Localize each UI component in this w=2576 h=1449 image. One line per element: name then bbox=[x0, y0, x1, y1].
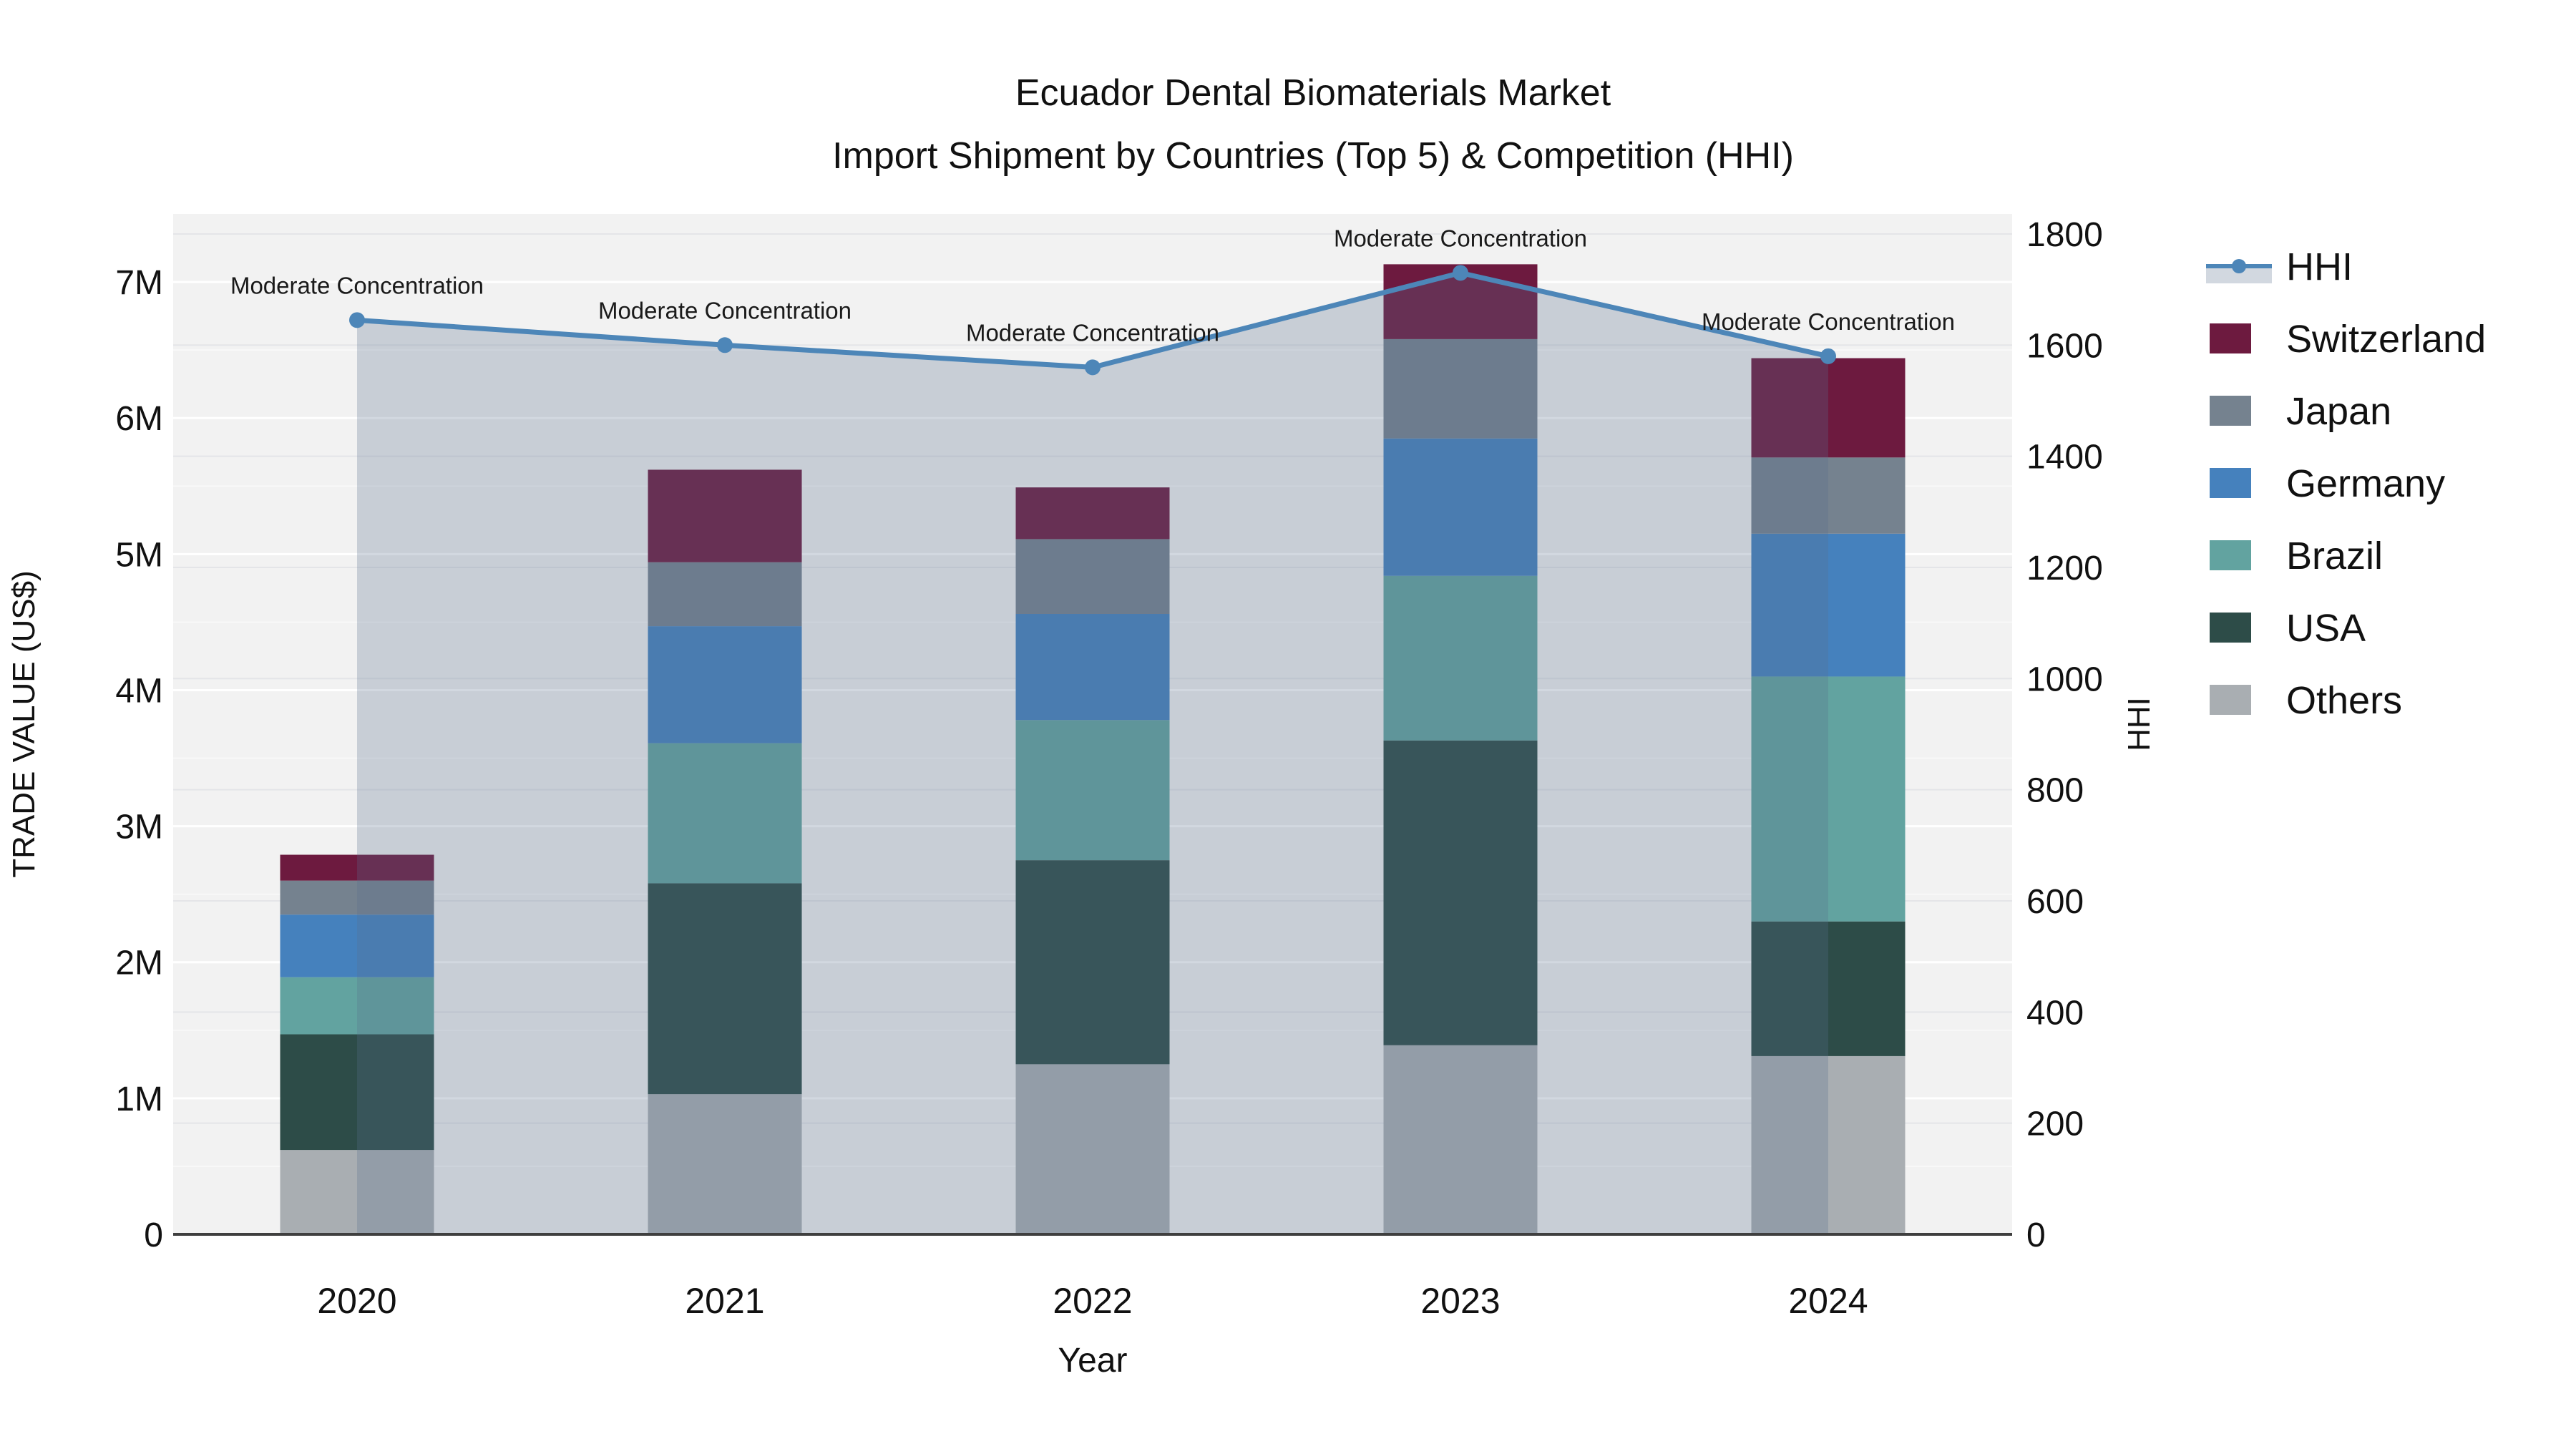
y-right-tick-200: 200 bbox=[2026, 1106, 2084, 1143]
y-left-tick-1M: 1M bbox=[115, 1080, 163, 1118]
legend-swatch-others bbox=[2210, 685, 2251, 715]
annotation-2021: Moderate Concentration bbox=[598, 297, 852, 323]
bar-segment-germany-2024[interactable] bbox=[1751, 533, 1906, 677]
legend-hhi-marker bbox=[2232, 259, 2246, 273]
bar-segment-germany-2023[interactable] bbox=[1383, 438, 1538, 576]
hhi-marker-2020[interactable] bbox=[349, 312, 365, 328]
x-tick-2023: 2023 bbox=[1420, 1281, 1500, 1321]
legend-swatch-brazil bbox=[2210, 540, 2251, 570]
bar-segment-japan-2023[interactable] bbox=[1383, 338, 1538, 439]
bar-segment-japan-2021[interactable] bbox=[648, 562, 802, 627]
y-left-tick-7M: 7M bbox=[115, 264, 163, 302]
y-axis-right-ticks: 0 200 400 600 800 1000 1200 1400 1600 1800 bbox=[2026, 216, 2103, 1254]
annotations: Moderate Concentration Moderate Concentra… bbox=[230, 225, 1955, 346]
y-right-tick-1800: 1800 bbox=[2026, 216, 2103, 254]
bar-segment-switzerland-2024[interactable] bbox=[1751, 358, 1906, 458]
x-axis-title: Year bbox=[1058, 1342, 1128, 1380]
hhi-markers bbox=[349, 265, 1836, 376]
x-tick-2022: 2022 bbox=[1053, 1281, 1132, 1321]
bar-segment-brazil-2024[interactable] bbox=[1751, 676, 1906, 922]
chart-title-line2: Import Shipment by Countries (Top 5) & C… bbox=[832, 135, 1794, 177]
annotation-2024: Moderate Concentration bbox=[1702, 308, 1955, 335]
y-axis-left-title: TRADE VALUE (US$) bbox=[6, 570, 42, 878]
x-tick-2020: 2020 bbox=[317, 1281, 396, 1321]
legend-label-germany: Germany bbox=[2286, 462, 2445, 505]
y-left-tick-3M: 3M bbox=[115, 809, 163, 847]
annotation-2022: Moderate Concentration bbox=[966, 319, 1219, 346]
y-left-tick-0: 0 bbox=[144, 1216, 163, 1254]
bar-segment-japan-2020[interactable] bbox=[280, 880, 434, 915]
legend: HHI Switzerland Japan Germany Brazil USA Other… bbox=[2206, 245, 2486, 722]
bar-segment-others-2020[interactable] bbox=[280, 1150, 434, 1234]
bar-segment-germany-2022[interactable] bbox=[1015, 613, 1170, 721]
bar-segment-brazil-2023[interactable] bbox=[1383, 575, 1538, 741]
x-axis-ticks: 2020 2021 2022 2023 2024 bbox=[317, 1281, 1868, 1321]
bar-segment-brazil-2021[interactable] bbox=[648, 743, 802, 884]
bar-segment-switzerland-2021[interactable] bbox=[648, 469, 802, 562]
bar-segment-usa-2021[interactable] bbox=[648, 883, 802, 1095]
bar-segment-brazil-2022[interactable] bbox=[1015, 720, 1170, 861]
legend-item-brazil[interactable]: Brazil bbox=[2210, 535, 2383, 577]
legend-swatch-germany bbox=[2210, 468, 2251, 498]
x-tick-2024: 2024 bbox=[1788, 1281, 1868, 1321]
y-left-tick-4M: 4M bbox=[115, 672, 163, 710]
y-left-tick-5M: 5M bbox=[115, 536, 163, 574]
legend-item-switzerland[interactable]: Switzerland bbox=[2210, 318, 2486, 361]
legend-item-japan[interactable]: Japan bbox=[2210, 390, 2391, 433]
bar-segment-others-2023[interactable] bbox=[1383, 1045, 1538, 1234]
y-right-tick-800: 800 bbox=[2026, 772, 2084, 810]
hhi-marker-2024[interactable] bbox=[1820, 348, 1836, 364]
y-right-tick-1000: 1000 bbox=[2026, 660, 2103, 698]
hhi-marker-2023[interactable] bbox=[1453, 265, 1468, 281]
bar-segment-japan-2022[interactable] bbox=[1015, 539, 1170, 614]
bar-segment-usa-2020[interactable] bbox=[280, 1034, 434, 1151]
x-tick-2021: 2021 bbox=[685, 1281, 764, 1321]
legend-label-switzerland: Switzerland bbox=[2286, 318, 2486, 361]
bar-segment-others-2022[interactable] bbox=[1015, 1064, 1170, 1234]
y-right-tick-1200: 1200 bbox=[2026, 550, 2103, 587]
bar-segment-japan-2024[interactable] bbox=[1751, 457, 1906, 534]
legend-swatch-japan bbox=[2210, 396, 2251, 426]
legend-item-hhi[interactable]: HHI bbox=[2206, 245, 2353, 288]
legend-item-others[interactable]: Others bbox=[2210, 679, 2402, 722]
annotation-2020: Moderate Concentration bbox=[230, 272, 484, 298]
bar-segment-usa-2023[interactable] bbox=[1383, 740, 1538, 1045]
hhi-marker-2021[interactable] bbox=[717, 337, 733, 353]
hhi-marker-2022[interactable] bbox=[1085, 359, 1101, 376]
bar-series bbox=[280, 264, 1906, 1234]
bar-segment-switzerland-2020[interactable] bbox=[280, 854, 434, 881]
legend-swatch-usa bbox=[2210, 613, 2251, 643]
legend-label-usa: USA bbox=[2286, 607, 2366, 650]
legend-label-japan: Japan bbox=[2286, 390, 2391, 433]
y-axis-right-title: HHI bbox=[2122, 697, 2157, 751]
annotation-2023: Moderate Concentration bbox=[1334, 225, 1587, 251]
legend-label-others: Others bbox=[2286, 679, 2402, 722]
bar-segment-others-2021[interactable] bbox=[648, 1094, 802, 1234]
y-right-tick-1400: 1400 bbox=[2026, 439, 2103, 477]
y-right-tick-600: 600 bbox=[2026, 883, 2084, 921]
y-right-tick-1600: 1600 bbox=[2026, 327, 2103, 365]
legend-label-brazil: Brazil bbox=[2286, 535, 2383, 577]
bar-segment-germany-2021[interactable] bbox=[648, 626, 802, 743]
bar-segment-others-2024[interactable] bbox=[1751, 1055, 1906, 1234]
legend-hhi-fill-swatch bbox=[2206, 268, 2272, 283]
bar-segment-brazil-2020[interactable] bbox=[280, 977, 434, 1035]
bar-segment-usa-2024[interactable] bbox=[1751, 921, 1906, 1056]
legend-item-usa[interactable]: USA bbox=[2210, 607, 2366, 650]
legend-label-hhi: HHI bbox=[2286, 245, 2353, 288]
y-axis-left-ticks: 0 1M 2M 3M 4M 5M 6M 7M bbox=[115, 264, 163, 1254]
chart-title-line1: Ecuador Dental Biomaterials Market bbox=[1015, 72, 1611, 114]
legend-swatch-switzerland bbox=[2210, 323, 2251, 353]
bar-segment-germany-2020[interactable] bbox=[280, 914, 434, 977]
y-left-tick-2M: 2M bbox=[115, 945, 163, 982]
legend-item-germany[interactable]: Germany bbox=[2210, 462, 2445, 505]
y-right-tick-400: 400 bbox=[2026, 994, 2084, 1032]
bar-segment-switzerland-2022[interactable] bbox=[1015, 487, 1170, 540]
y-left-tick-6M: 6M bbox=[115, 400, 163, 438]
y-right-tick-0: 0 bbox=[2026, 1216, 2046, 1254]
bar-segment-usa-2022[interactable] bbox=[1015, 860, 1170, 1065]
hhi-area-fill bbox=[357, 273, 1828, 1234]
